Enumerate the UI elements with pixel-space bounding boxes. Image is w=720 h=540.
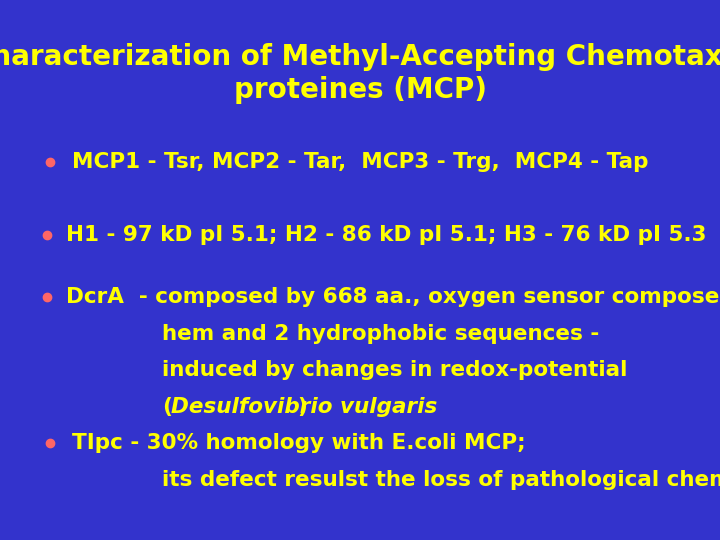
Text: TIpc - 30% homology with E.coli MCP;: TIpc - 30% homology with E.coli MCP; <box>72 433 526 453</box>
Text: ): ) <box>297 397 307 417</box>
Text: (: ( <box>162 397 172 417</box>
Text: DcrA  - composed by 668 aa., oxygen sensor composed by: DcrA - composed by 668 aa., oxygen senso… <box>66 287 720 307</box>
Text: H1 - 97 kD pI 5.1; H2 - 86 kD pI 5.1; H3 - 76 kD pI 5.3: H1 - 97 kD pI 5.1; H2 - 86 kD pI 5.1; H3… <box>66 225 707 245</box>
Text: MCP1 - Tsr, MCP2 - Tar,  MCP3 - Trg,  MCP4 - Tap: MCP1 - Tsr, MCP2 - Tar, MCP3 - Trg, MCP4… <box>72 152 649 172</box>
Text: hem and 2 hydrophobic sequences -: hem and 2 hydrophobic sequences - <box>162 323 599 344</box>
Text: Desulfovibrio vulgaris: Desulfovibrio vulgaris <box>171 397 438 417</box>
Text: induced by changes in redox-potential: induced by changes in redox-potential <box>162 360 627 381</box>
Text: Characterization of Methyl-Accepting Chemotaxis: Characterization of Methyl-Accepting Che… <box>0 43 720 71</box>
Text: proteines (MCP): proteines (MCP) <box>233 76 487 104</box>
Text: its defect resulst the loss of pathological chemotaxis: its defect resulst the loss of pathologi… <box>162 469 720 490</box>
